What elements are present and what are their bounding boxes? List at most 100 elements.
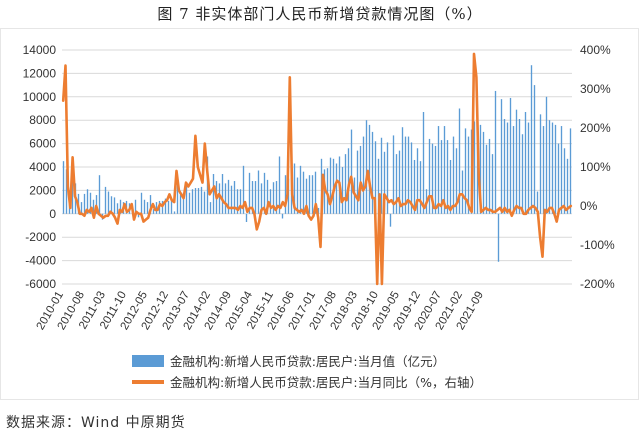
bar [443, 126, 446, 214]
bar [560, 126, 563, 214]
bar [287, 178, 290, 214]
bar [518, 119, 521, 214]
bar [203, 191, 206, 214]
bar [305, 178, 308, 214]
bar [209, 202, 212, 214]
bar [326, 168, 329, 214]
bar [557, 143, 560, 214]
bar [389, 213, 392, 227]
bar [185, 182, 188, 214]
bar [434, 145, 437, 214]
bar [260, 183, 263, 214]
bar [347, 148, 350, 214]
bar [242, 165, 245, 214]
bar [365, 120, 368, 214]
bar [545, 96, 548, 214]
bar [302, 171, 305, 214]
y-left-tick-label: 8000 [29, 113, 56, 127]
bar [62, 161, 65, 214]
bar [95, 195, 98, 214]
bar [491, 154, 494, 214]
bar [83, 193, 86, 214]
bar [362, 136, 365, 214]
legend-item-bar: 金融机构:新增人民币贷款:居民户:当月值（亿元） [132, 350, 482, 371]
bar [371, 131, 374, 214]
bar [269, 189, 272, 214]
bar [512, 126, 515, 214]
bar [497, 213, 500, 262]
bar [284, 175, 287, 214]
bar [392, 135, 395, 214]
bar [212, 174, 215, 214]
bar [200, 186, 203, 214]
bar [116, 203, 119, 214]
bar [521, 134, 524, 214]
y-left-tick-label: 0 [49, 207, 56, 221]
bar [194, 188, 197, 214]
bar [350, 129, 353, 214]
bar [119, 199, 122, 214]
bar [164, 198, 167, 214]
bar [197, 188, 200, 214]
bar [548, 120, 551, 214]
legend-item-line: 金融机构:新增人民币贷款:居民户:当月同比（%，右轴） [132, 371, 482, 392]
bar [239, 189, 242, 214]
bar [266, 179, 269, 214]
bar [71, 172, 74, 214]
legend-bar-swatch [132, 354, 164, 367]
chart-frame [0, 28, 639, 400]
bar [143, 199, 146, 214]
bar [431, 143, 434, 214]
bar [428, 138, 431, 214]
bar [155, 202, 158, 214]
y-left-tick-label: 12000 [23, 66, 57, 80]
bar [473, 121, 476, 214]
y-left-tick-label: 14000 [23, 43, 57, 57]
bar [314, 171, 317, 214]
bar [233, 181, 236, 214]
chart-title: 图 7 非实体部门人民币新增贷款情况图（%） [157, 5, 483, 23]
bar [152, 209, 155, 214]
bar [485, 144, 488, 214]
bar [530, 65, 533, 214]
bar [374, 141, 377, 214]
bar [551, 122, 554, 214]
bar [329, 157, 332, 214]
bar [245, 213, 248, 222]
bar [179, 195, 182, 214]
bar [404, 136, 407, 214]
y-right-tick-label: -200% [580, 277, 615, 291]
bar [227, 179, 230, 214]
bar [356, 150, 359, 214]
bar [422, 112, 425, 214]
bar [278, 156, 281, 214]
bar [167, 200, 170, 214]
bar [224, 183, 227, 214]
bar [515, 109, 518, 214]
y-left-tick-label: -6000 [25, 277, 56, 291]
legend-line-swatch [132, 379, 164, 384]
y-left-tick-label: -4000 [25, 254, 56, 268]
y-right-tick-label: 300% [580, 82, 611, 96]
bar [86, 189, 89, 214]
bar [293, 163, 296, 214]
bar [461, 170, 464, 214]
bar [509, 97, 512, 214]
bar [359, 145, 362, 214]
bar [527, 122, 530, 214]
bar [416, 148, 419, 214]
bar [263, 172, 266, 214]
bar [188, 192, 191, 214]
bar [173, 211, 176, 214]
bar [272, 182, 275, 214]
legend-bar-label: 金融机构:新增人民币贷款:居民户:当月值（亿元） [170, 354, 446, 369]
bar [464, 128, 467, 214]
y-left-tick-label: -2000 [25, 230, 56, 244]
bar [479, 124, 482, 214]
bar [134, 199, 137, 214]
bar [137, 213, 140, 218]
bar [377, 158, 380, 214]
y-right-tick-label: 100% [580, 160, 611, 174]
bar [383, 151, 386, 214]
y-right-tick-label: 200% [580, 121, 611, 135]
